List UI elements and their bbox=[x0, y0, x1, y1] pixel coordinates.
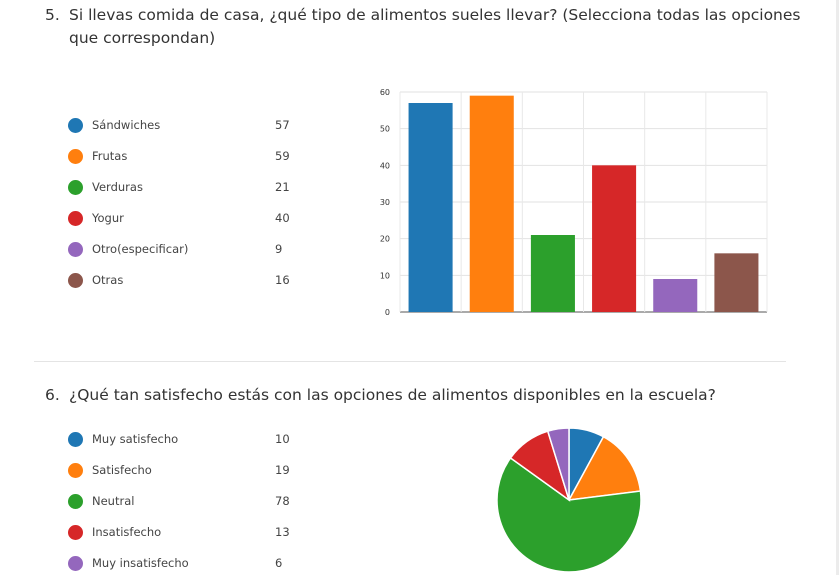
pie-slice bbox=[567, 435, 642, 501]
bar bbox=[408, 103, 453, 312]
y-tick-label: 40 bbox=[380, 161, 390, 170]
bar bbox=[592, 165, 637, 312]
legend-swatch bbox=[68, 242, 83, 257]
bar bbox=[469, 95, 514, 313]
legend-label: Frutas bbox=[92, 149, 128, 163]
legend-swatch bbox=[68, 180, 83, 195]
legend-item: Otro(especificar) 9 bbox=[68, 241, 298, 261]
y-tick-label: 60 bbox=[380, 88, 390, 97]
legend-count: 10 bbox=[275, 432, 290, 446]
legend-label: Yogur bbox=[92, 211, 124, 225]
legend-label: Muy satisfecho bbox=[92, 432, 179, 446]
legend-item: Verduras 21 bbox=[68, 179, 298, 199]
legend-swatch bbox=[68, 525, 83, 540]
question-5-text: Si llevas comida de casa, ¿qué tipo de a… bbox=[69, 6, 801, 47]
legend-swatch bbox=[68, 432, 83, 447]
y-tick-label: 30 bbox=[380, 198, 390, 207]
question-6-title: 6. ¿Qué tan satisfecho estás con las opc… bbox=[45, 384, 805, 407]
legend-count: 19 bbox=[275, 463, 290, 477]
legend-item: Muy satisfecho 10 bbox=[68, 431, 298, 451]
legend-swatch bbox=[68, 494, 83, 509]
legend-item: Satisfecho 19 bbox=[68, 462, 298, 482]
legend-count: 6 bbox=[275, 556, 283, 570]
legend-count: 59 bbox=[275, 149, 290, 163]
legend-count: 9 bbox=[275, 242, 283, 256]
question-6-number: 6. bbox=[45, 386, 60, 404]
legend-item: Neutral 78 bbox=[68, 493, 298, 513]
question-5-number: 5. bbox=[45, 6, 60, 24]
legend-swatch bbox=[68, 211, 83, 226]
bar bbox=[530, 235, 575, 312]
y-tick-label: 50 bbox=[380, 125, 390, 134]
legend-item: Insatisfecho 13 bbox=[68, 524, 298, 544]
legend-swatch bbox=[68, 149, 83, 164]
y-tick-label: 0 bbox=[385, 308, 390, 317]
legend-label: Verduras bbox=[92, 180, 143, 194]
legend-label: Otro(especificar) bbox=[92, 242, 189, 256]
legend-label: Muy insatisfecho bbox=[92, 556, 189, 570]
legend-count: 57 bbox=[275, 118, 290, 132]
legend-item: Muy insatisfecho 6 bbox=[68, 555, 298, 575]
legend-label: Sándwiches bbox=[92, 118, 161, 132]
question-6-text: ¿Qué tan satisfecho estás con las opcion… bbox=[69, 386, 716, 404]
legend-swatch bbox=[68, 463, 83, 478]
pie-slice bbox=[546, 427, 570, 501]
legend-label: Neutral bbox=[92, 494, 135, 508]
legend-item: Yogur 40 bbox=[68, 210, 298, 230]
y-tick-label: 10 bbox=[380, 271, 390, 280]
pie-slice bbox=[568, 427, 605, 501]
bar bbox=[653, 279, 698, 312]
legend-swatch bbox=[68, 118, 83, 133]
legend-count: 21 bbox=[275, 180, 290, 194]
legend-count: 40 bbox=[275, 211, 290, 225]
legend-item: Frutas 59 bbox=[68, 148, 298, 168]
pie-slice bbox=[509, 430, 571, 502]
legend-item: Otras 16 bbox=[68, 272, 298, 292]
legend-count: 78 bbox=[275, 494, 290, 508]
bar bbox=[714, 253, 759, 312]
section-divider bbox=[34, 361, 786, 362]
legend-item: Sándwiches 57 bbox=[68, 117, 298, 137]
legend-count: 16 bbox=[275, 273, 290, 287]
y-tick-label: 20 bbox=[380, 235, 390, 244]
pie-slice bbox=[496, 456, 642, 573]
legend-count: 13 bbox=[275, 525, 290, 539]
legend-swatch bbox=[68, 273, 83, 288]
scrollbar-track[interactable] bbox=[836, 0, 839, 575]
legend-swatch bbox=[68, 556, 83, 571]
question-5-title: 5. Si llevas comida de casa, ¿qué tipo d… bbox=[45, 4, 805, 50]
legend-label: Otras bbox=[92, 273, 124, 287]
legend-label: Insatisfecho bbox=[92, 525, 162, 539]
legend-label: Satisfecho bbox=[92, 463, 152, 477]
